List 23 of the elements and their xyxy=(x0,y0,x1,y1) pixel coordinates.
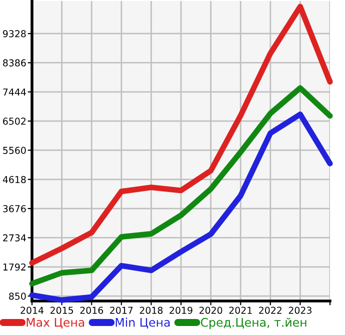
legend-label: Сред.Цена, т.йен xyxy=(200,318,306,330)
legend-label: Min Цена xyxy=(116,318,170,328)
y-tick-label: 4618 xyxy=(2,176,26,184)
y-tick-label: 1792 xyxy=(3,263,26,271)
x-tick-label: 2020 xyxy=(199,306,222,314)
x-tick-label: 2019 xyxy=(170,306,192,314)
x-tick-label: 2022 xyxy=(259,306,282,314)
y-tick-label: 2734 xyxy=(3,234,26,242)
y-tick-label: 7444 xyxy=(3,88,26,96)
x-tick-label: 2018 xyxy=(140,306,163,314)
y-tick-label: 8386 xyxy=(3,59,26,66)
x-tick-label: 2014 xyxy=(20,306,44,314)
x-tick-label: 2023 xyxy=(288,306,312,314)
y-tick-label: 3676 xyxy=(3,205,26,212)
x-tick-label: 2017 xyxy=(110,306,133,314)
y-tick-label: 850 xyxy=(9,292,26,300)
x-tick-label: 2015 xyxy=(50,306,73,314)
y-tick-label: 9328 xyxy=(3,30,26,38)
y-tick-label: 6502 xyxy=(3,118,26,125)
x-tick-label: 2021 xyxy=(229,306,252,314)
y-tick-label: 5560 xyxy=(3,146,26,154)
legend-label: Max Цена xyxy=(26,318,84,328)
x-tick-label: 2016 xyxy=(80,306,104,314)
